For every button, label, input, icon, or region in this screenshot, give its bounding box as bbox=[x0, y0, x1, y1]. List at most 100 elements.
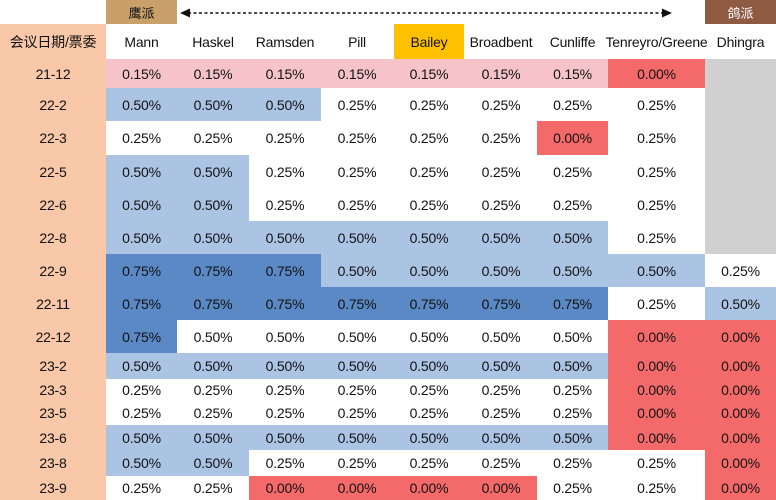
vote-cell: 0.25% bbox=[177, 401, 249, 425]
dove-label: 鸽派 bbox=[727, 6, 754, 22]
vote-cell: 0.00% bbox=[608, 401, 705, 425]
vote-cell: 0.15% bbox=[465, 59, 537, 88]
vote-cell: 0.50% bbox=[177, 188, 249, 221]
vote-cell: 0.25% bbox=[393, 450, 465, 476]
vote-cell: 0.25% bbox=[321, 155, 393, 188]
vote-cell: 0.25% bbox=[321, 450, 393, 476]
vote-cell-absent bbox=[705, 155, 776, 188]
vote-cell: 0.50% bbox=[465, 221, 537, 254]
vote-cell: 0.25% bbox=[537, 401, 608, 425]
vote-cell: 0.15% bbox=[249, 59, 321, 88]
vote-cell: 0.50% bbox=[393, 425, 465, 450]
vote-cell: 0.00% bbox=[705, 425, 776, 450]
vote-cell: 0.00% bbox=[321, 476, 393, 500]
vote-cell: 0.50% bbox=[393, 254, 465, 287]
vote-cell-absent bbox=[705, 188, 776, 221]
vote-cell: 0.50% bbox=[106, 188, 177, 221]
row-label-band bbox=[0, 24, 106, 500]
vote-cell-absent bbox=[705, 221, 776, 254]
vote-cell: 0.25% bbox=[321, 379, 393, 401]
vote-cell: 0.00% bbox=[537, 121, 608, 155]
vote-cell: 0.25% bbox=[465, 401, 537, 425]
vote-cell: 0.15% bbox=[106, 59, 177, 88]
vote-cell: 0.50% bbox=[106, 221, 177, 254]
vote-cell: 0.50% bbox=[465, 353, 537, 379]
vote-cell: 0.25% bbox=[393, 379, 465, 401]
vote-cell: 0.75% bbox=[249, 287, 321, 320]
vote-cell: 0.00% bbox=[705, 450, 776, 476]
vote-cell: 0.25% bbox=[608, 450, 705, 476]
vote-cell-absent bbox=[705, 88, 776, 121]
meeting-label: 22-2 bbox=[39, 96, 67, 113]
meeting-label: 22-8 bbox=[39, 229, 67, 246]
vote-cell: 0.00% bbox=[465, 476, 537, 500]
vote-cell: 0.25% bbox=[608, 188, 705, 221]
vote-cell: 0.00% bbox=[608, 425, 705, 450]
meeting-label: 23-9 bbox=[39, 480, 67, 496]
vote-cell: 0.25% bbox=[537, 450, 608, 476]
vote-cell: 0.25% bbox=[106, 379, 177, 401]
vote-cell: 0.25% bbox=[608, 155, 705, 188]
meeting-label: 22-12 bbox=[35, 328, 71, 345]
vote-cell: 0.00% bbox=[608, 353, 705, 379]
vote-cell: 0.25% bbox=[537, 476, 608, 500]
member-header-haskel: Haskel bbox=[192, 33, 234, 50]
vote-cell: 0.25% bbox=[465, 188, 537, 221]
vote-cell: 0.50% bbox=[249, 221, 321, 254]
vote-cell: 0.00% bbox=[608, 320, 705, 353]
vote-cell: 0.25% bbox=[465, 450, 537, 476]
vote-cell: 0.50% bbox=[393, 221, 465, 254]
vote-cell: 0.25% bbox=[393, 88, 465, 121]
vote-cell: 0.25% bbox=[608, 476, 705, 500]
vote-cell: 0.25% bbox=[537, 379, 608, 401]
vote-cell: 0.75% bbox=[177, 287, 249, 320]
corner-label: 会议日期/票委 bbox=[9, 33, 97, 50]
vote-cell: 0.25% bbox=[321, 188, 393, 221]
member-header-tenreyro-greene: Tenreyro/Greene bbox=[605, 33, 708, 50]
vote-cell: 0.50% bbox=[608, 254, 705, 287]
meeting-label: 22-3 bbox=[39, 130, 67, 146]
vote-cell: 0.50% bbox=[537, 353, 608, 379]
member-header-bailey: Bailey bbox=[394, 24, 464, 59]
vote-cell: 0.25% bbox=[608, 121, 705, 155]
vote-cell: 0.25% bbox=[608, 287, 705, 320]
vote-cell: 0.00% bbox=[705, 476, 776, 500]
vote-cell: 0.25% bbox=[465, 121, 537, 155]
vote-cell: 0.50% bbox=[393, 353, 465, 379]
meeting-label: 22-11 bbox=[36, 295, 70, 312]
meeting-label: 21-12 bbox=[35, 65, 71, 82]
vote-cell: 0.25% bbox=[705, 254, 776, 287]
vote-cell: 0.50% bbox=[106, 155, 177, 188]
meeting-label: 23-2 bbox=[39, 358, 67, 374]
vote-cell: 0.50% bbox=[321, 254, 393, 287]
vote-cell: 0.50% bbox=[177, 320, 249, 353]
vote-cell: 0.50% bbox=[177, 353, 249, 379]
vote-cell: 0.00% bbox=[705, 379, 776, 401]
vote-cell: 0.50% bbox=[465, 425, 537, 450]
vote-cell: 0.25% bbox=[608, 88, 705, 121]
vote-cell: 0.15% bbox=[537, 59, 608, 88]
vote-cell: 0.75% bbox=[106, 287, 177, 320]
vote-cell: 0.25% bbox=[537, 155, 608, 188]
hawk-dove-spectrum-arrow bbox=[180, 8, 672, 18]
vote-cell: 0.15% bbox=[321, 59, 393, 88]
vote-cell: 0.50% bbox=[537, 320, 608, 353]
vote-cell: 0.25% bbox=[106, 476, 177, 500]
vote-cell: 0.00% bbox=[393, 476, 465, 500]
vote-cell: 0.25% bbox=[177, 121, 249, 155]
vote-cell: 0.50% bbox=[705, 287, 776, 320]
vote-cell: 0.25% bbox=[106, 401, 177, 425]
vote-cell: 0.25% bbox=[321, 401, 393, 425]
vote-cell: 0.25% bbox=[321, 88, 393, 121]
vote-cell: 0.50% bbox=[177, 221, 249, 254]
vote-cell: 0.25% bbox=[249, 155, 321, 188]
vote-cell: 0.50% bbox=[249, 353, 321, 379]
vote-cell: 0.50% bbox=[465, 254, 537, 287]
vote-cell: 0.25% bbox=[249, 450, 321, 476]
vote-cell: 0.25% bbox=[106, 121, 177, 155]
vote-cell: 0.25% bbox=[249, 401, 321, 425]
vote-cell: 0.00% bbox=[608, 379, 705, 401]
vote-cell: 0.50% bbox=[106, 450, 177, 476]
meeting-label: 22-5 bbox=[39, 163, 67, 180]
